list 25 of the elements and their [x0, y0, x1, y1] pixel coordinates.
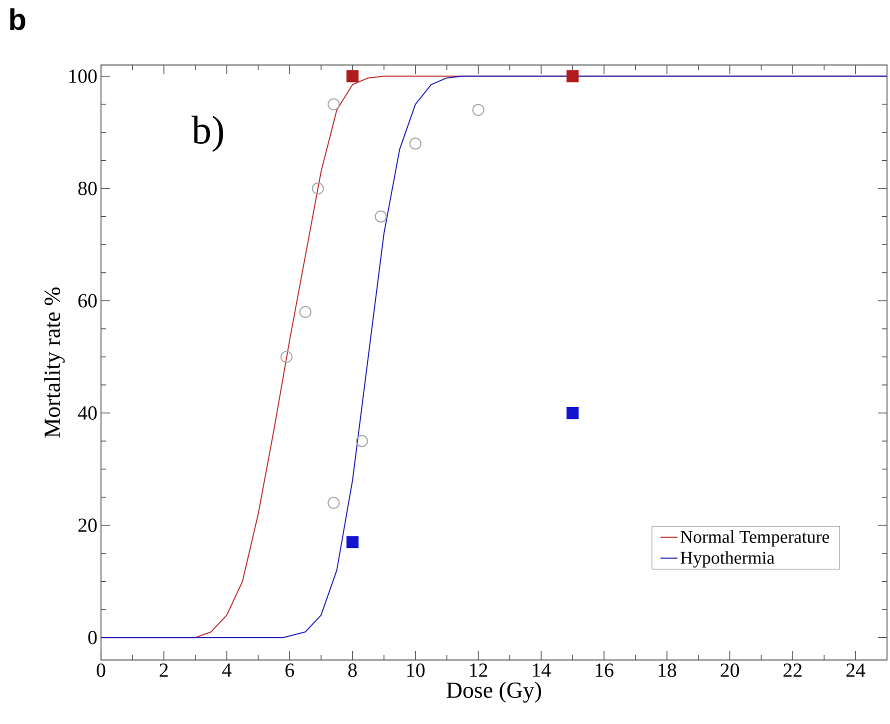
x-tick-label: 12	[470, 664, 488, 677]
x-tick-label: 20	[720, 664, 740, 677]
text: b	[10, 8, 26, 30]
y-axis-title: Mortality rate %	[44, 288, 65, 438]
x-tick-label: 22	[784, 664, 802, 677]
x-tick-label: 16	[596, 664, 614, 677]
x-tick-label: 10	[407, 664, 425, 677]
x-tick-label: 18	[658, 664, 676, 677]
y-tick-label: 100	[69, 70, 97, 83]
x-tick-label: 14	[532, 664, 551, 677]
x-tick-label: 8	[348, 664, 357, 677]
y-tick-label: 80	[78, 182, 97, 196]
x-axis-title: Dose (Gy)	[446, 682, 542, 703]
x-tick-label: 0	[96, 664, 106, 677]
x-tick-label: 24	[846, 664, 866, 677]
legend-label: Hypothermia	[680, 551, 774, 568]
y-tick-label: 40	[78, 406, 97, 420]
legend-label: Normal Temperature	[680, 530, 830, 547]
y-tick-label: 20	[78, 518, 97, 532]
annotation: b)	[192, 116, 224, 152]
x-tick-label: 2	[160, 664, 168, 677]
y-tick-label: 60	[78, 294, 97, 308]
x-tick-label: 6	[286, 664, 294, 677]
y-tick-label: 0	[88, 630, 97, 644]
x-tick-label: 4	[222, 664, 232, 677]
